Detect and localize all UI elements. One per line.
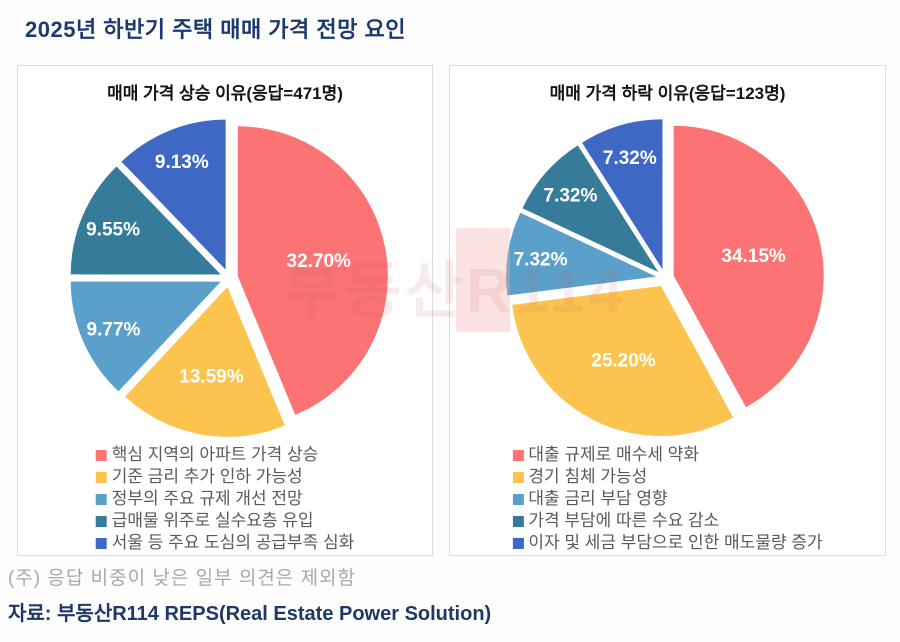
legend-marker <box>95 516 107 527</box>
legend-item: 대출 규제로 매수세 약화 <box>512 444 822 466</box>
legend-item: 급매물 위주로 실수요층 유입 <box>95 510 355 532</box>
panel-price-fall-reasons: 매매 가격 하락 이유(응답=123명) 34.15% 25.20% 7.32% 7.… <box>449 65 886 556</box>
pie-chart-rise: 32.70% 13.59% 9.77% 9.55% 9.13% <box>70 119 388 437</box>
pie-slice <box>512 286 734 437</box>
legend-label: 경기 침체 가능성 <box>528 467 648 486</box>
legend-marker <box>512 472 524 483</box>
pie-slice <box>506 212 657 296</box>
legend-item: 핵심 지역의 아파트 가격 상승 <box>95 444 355 466</box>
slice-value-label: 32.70% <box>287 251 352 272</box>
legend-marker <box>512 538 524 549</box>
legend-item: 가격 부담에 따른 수요 감소 <box>512 510 822 532</box>
legend-label: 대출 규제로 매수세 약화 <box>528 445 699 464</box>
legend-marker <box>95 494 107 505</box>
legend-label: 서울 등 주요 도심의 공급부족 심화 <box>111 533 355 552</box>
slice-value-label: 7.32% <box>544 186 598 207</box>
legend-label: 대출 금리 부담 영향 <box>528 489 668 508</box>
legend-item: 경기 침체 가능성 <box>512 466 822 488</box>
slice-value-label: 34.15% <box>721 246 786 267</box>
legend-item: 정부의 주요 규제 개선 전망 <box>95 488 355 510</box>
chart-title-rise: 매매 가격 상승 이유(응답=471명) <box>107 84 343 103</box>
legend-item: 기준 금리 추가 인하 가능성 <box>95 466 355 488</box>
legend-label: 핵심 지역의 아파트 가격 상승 <box>111 445 319 464</box>
pie-slice <box>70 166 221 275</box>
slice-value-label: 7.32% <box>603 148 657 169</box>
legend-marker <box>95 450 107 461</box>
legend-marker <box>512 494 524 505</box>
legend-marker <box>95 472 107 483</box>
legend-marker <box>512 450 524 461</box>
pie-slice <box>125 286 285 437</box>
legend-item: 이자 및 세금 부담으로 인한 매도물량 증가 <box>512 532 823 554</box>
source-credit: 자료: 부동산R114 REPS(Real Estate Power Solut… <box>8 603 492 625</box>
page-title: 2025년 하반기 주택 매매 가격 전망 요인 <box>25 17 406 42</box>
slice-value-label: 13.59% <box>179 366 244 387</box>
legend-label: 이자 및 세금 부담으로 인한 매도물량 증가 <box>528 533 823 552</box>
pie-slice <box>237 126 388 415</box>
slice-value-label: 25.20% <box>591 351 656 372</box>
legend-marker <box>95 538 107 549</box>
slice-value-label: 9.55% <box>86 220 140 241</box>
legend-label: 정부의 주요 규제 개선 전망 <box>111 489 303 508</box>
legend-item: 대출 금리 부담 영향 <box>512 488 822 510</box>
panel-price-rise-reasons: 매매 가격 상승 이유(응답=471명) 32.70% 13.59% 9.77% 9.… <box>17 65 433 556</box>
chart-title-fall: 매매 가격 하락 이유(응답=123명) <box>549 84 786 103</box>
pie-slice <box>70 281 221 392</box>
slice-value-label: 9.13% <box>155 152 209 173</box>
footnote: (주) 응답 비중이 낮은 일부 의견은 제외함 <box>8 568 357 589</box>
slice-value-label: 9.77% <box>87 319 141 340</box>
pie-slice <box>121 119 226 270</box>
slice-value-label: 7.32% <box>514 249 568 270</box>
legend-label: 기준 금리 추가 인하 가능성 <box>111 467 303 486</box>
pie-slice <box>522 145 659 273</box>
legend-label: 가격 부담에 따른 수요 감소 <box>528 511 720 530</box>
legend-label: 급매물 위주로 실수요층 유입 <box>111 511 314 530</box>
pie-chart-fall: 34.15%25.20%7.32%7.32%7.32% <box>506 119 824 437</box>
legend-marker <box>512 516 524 527</box>
legend-item: 서울 등 주요 도심의 공급부족 심화 <box>95 532 355 554</box>
pie-slice <box>673 125 824 408</box>
pie-slice <box>582 119 663 270</box>
